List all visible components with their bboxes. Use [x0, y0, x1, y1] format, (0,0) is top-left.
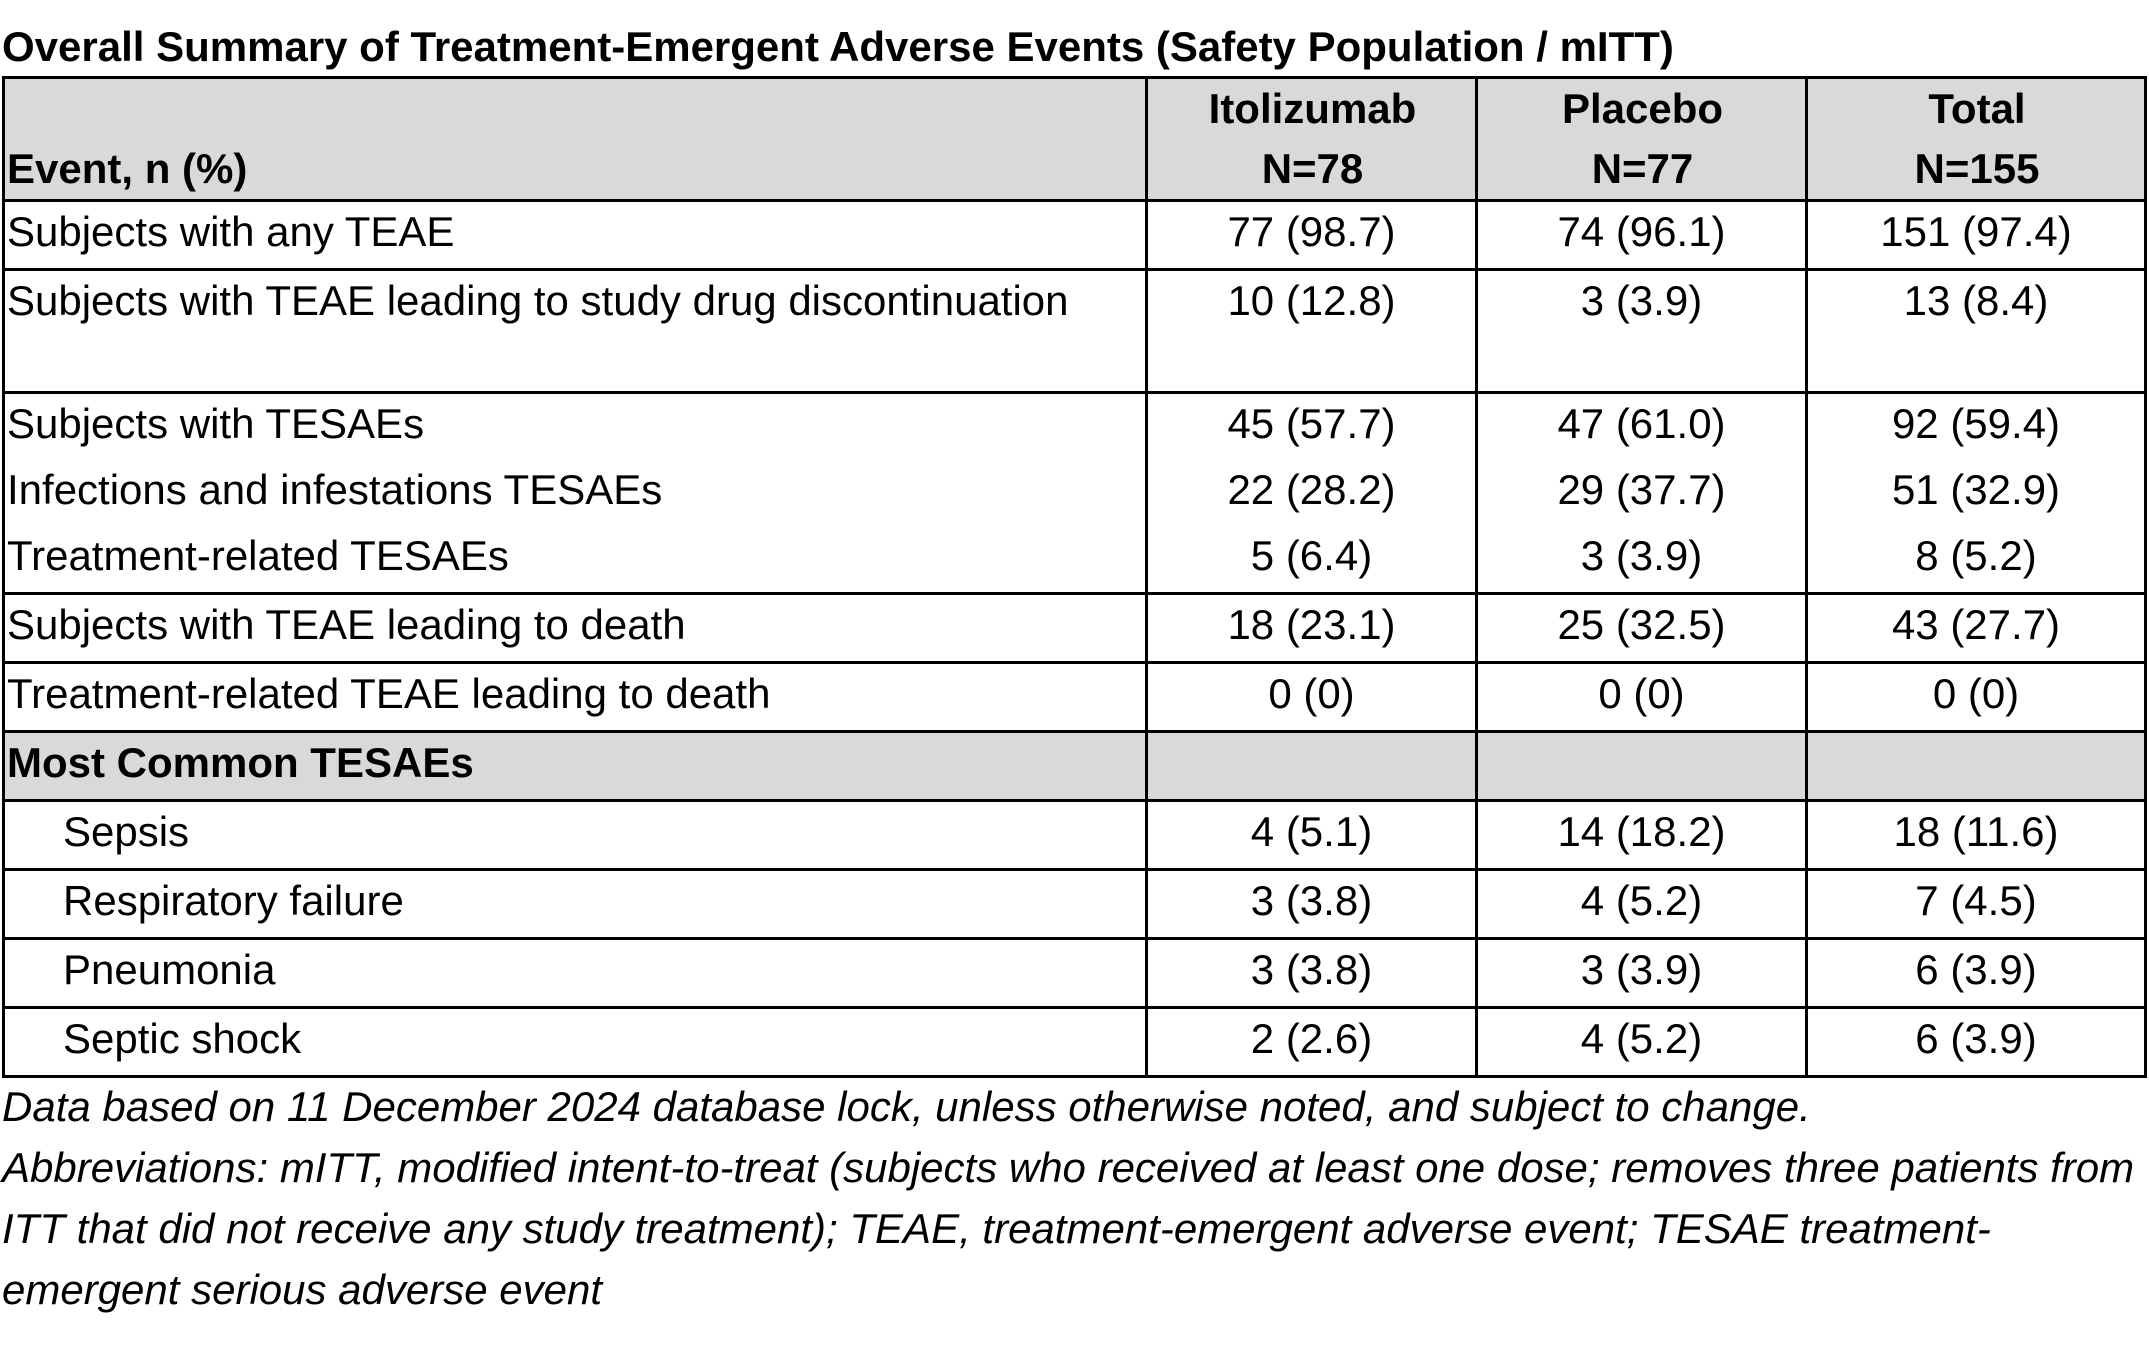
table-row: Subjects with any TEAE 77 (98.7) 74 (96.… [2, 199, 2147, 271]
footnote-data-lock: Data based on 11 December 2024 database … [2, 1083, 1811, 1130]
section-label: Most Common TESAEs [2, 730, 1148, 802]
header-total-name: Total [1928, 85, 2026, 132]
table-row: Pneumonia 3 (3.8) 3 (3.9) 6 (3.9) [2, 937, 2147, 1009]
table-row: Septic shock 2 (2.6) 4 (5.2) 6 (3.9) [2, 1006, 2147, 1078]
header-total-n: N=155 [1914, 145, 2040, 192]
cell-total: 7 (4.5) [1805, 868, 2147, 940]
cell-placebo: 14 (18.2) [1475, 799, 1808, 871]
row-label: Subjects with any TEAE [2, 199, 1148, 271]
table-row: Subjects with TEAE leading to study drug… [2, 268, 2147, 394]
row-label: Treatment-related TEAE leading to death [2, 661, 1148, 733]
cell-placebo: 4 (5.2) [1475, 1006, 1808, 1078]
cell-total: 51 (32.9) [1805, 460, 2147, 526]
cell-total: 8 (5.2) [1805, 526, 2147, 595]
section-cell-placebo [1475, 730, 1808, 802]
cell-total: 6 (3.9) [1805, 937, 2147, 1009]
cell-total: 6 (3.9) [1805, 1006, 2147, 1078]
table-row: Infections and infestations TESAEs 22 (2… [2, 460, 2147, 526]
table-row: Sepsis 4 (5.1) 14 (18.2) 18 (11.6) [2, 799, 2147, 871]
header-placebo-n: N=77 [1591, 145, 1694, 192]
cell-total: 13 (8.4) [1805, 268, 2147, 394]
cell-itolizumab: 10 (12.8) [1145, 268, 1478, 394]
section-header-row: Most Common TESAEs [2, 730, 2147, 802]
cell-total: 151 (97.4) [1805, 199, 2147, 271]
table-row: Subjects with TEAE leading to death 18 (… [2, 592, 2147, 664]
footnote-abbreviations: Abbreviations: mITT, modified intent-to-… [2, 1144, 2135, 1313]
row-label: Subjects with TEAE leading to death [2, 592, 1148, 664]
cell-placebo: 3 (3.9) [1475, 526, 1808, 595]
row-label: Subjects with TESAEs [2, 391, 1148, 460]
table-row: Respiratory failure 3 (3.8) 4 (5.2) 7 (4… [2, 868, 2147, 940]
table-footnote: Data based on 11 December 2024 database … [2, 1076, 2142, 1320]
row-label: Infections and infestations TESAEs [2, 460, 1148, 526]
row-label: Septic shock [2, 1006, 1148, 1078]
cell-total: 43 (27.7) [1805, 592, 2147, 664]
cell-itolizumab: 0 (0) [1145, 661, 1478, 733]
cell-placebo: 74 (96.1) [1475, 199, 1808, 271]
header-total: Total N=155 [1805, 76, 2147, 202]
header-placebo: Placebo N=77 [1475, 76, 1808, 202]
cell-itolizumab: 3 (3.8) [1145, 937, 1478, 1009]
header-event: Event, n (%) [2, 76, 1148, 202]
cell-placebo: 3 (3.9) [1475, 268, 1808, 394]
cell-total: 18 (11.6) [1805, 799, 2147, 871]
table-title: Overall Summary of Treatment-Emergent Ad… [2, 23, 1674, 70]
header-placebo-name: Placebo [1561, 85, 1724, 132]
row-label: Respiratory failure [2, 868, 1148, 940]
cell-itolizumab: 4 (5.1) [1145, 799, 1478, 871]
cell-total: 0 (0) [1805, 661, 2147, 733]
table-header-row: Event, n (%) Itolizumab N=78 Placebo N=7… [2, 76, 2147, 202]
cell-itolizumab: 5 (6.4) [1145, 526, 1478, 595]
row-label: Treatment-related TESAEs [2, 526, 1148, 595]
cell-placebo: 0 (0) [1475, 661, 1808, 733]
row-label: Sepsis [2, 799, 1148, 871]
cell-itolizumab: 3 (3.8) [1145, 868, 1478, 940]
row-label: Subjects with TEAE leading to study drug… [2, 268, 1148, 394]
cell-itolizumab: 22 (28.2) [1145, 460, 1478, 526]
cell-placebo: 4 (5.2) [1475, 868, 1808, 940]
cell-itolizumab: 18 (23.1) [1145, 592, 1478, 664]
cell-placebo: 3 (3.9) [1475, 937, 1808, 1009]
cell-itolizumab: 45 (57.7) [1145, 391, 1478, 460]
cell-total: 92 (59.4) [1805, 391, 2147, 460]
cell-placebo: 25 (32.5) [1475, 592, 1808, 664]
section-cell-itolizumab [1145, 730, 1478, 802]
cell-placebo: 29 (37.7) [1475, 460, 1808, 526]
table-row: Subjects with TESAEs 45 (57.7) 47 (61.0)… [2, 391, 2147, 460]
cell-placebo: 47 (61.0) [1475, 391, 1808, 460]
header-itolizumab-n: N=78 [1261, 145, 1364, 192]
section-cell-total [1805, 730, 2147, 802]
header-itolizumab: Itolizumab N=78 [1145, 76, 1478, 202]
header-itolizumab-name: Itolizumab [1208, 85, 1417, 132]
table-row: Treatment-related TESAEs 5 (6.4) 3 (3.9)… [2, 526, 2147, 595]
cell-itolizumab: 2 (2.6) [1145, 1006, 1478, 1078]
row-label: Pneumonia [2, 937, 1148, 1009]
table-row: Treatment-related TEAE leading to death … [2, 661, 2147, 733]
cell-itolizumab: 77 (98.7) [1145, 199, 1478, 271]
adverse-events-table: Event, n (%) Itolizumab N=78 Placebo N=7… [2, 76, 2147, 1078]
